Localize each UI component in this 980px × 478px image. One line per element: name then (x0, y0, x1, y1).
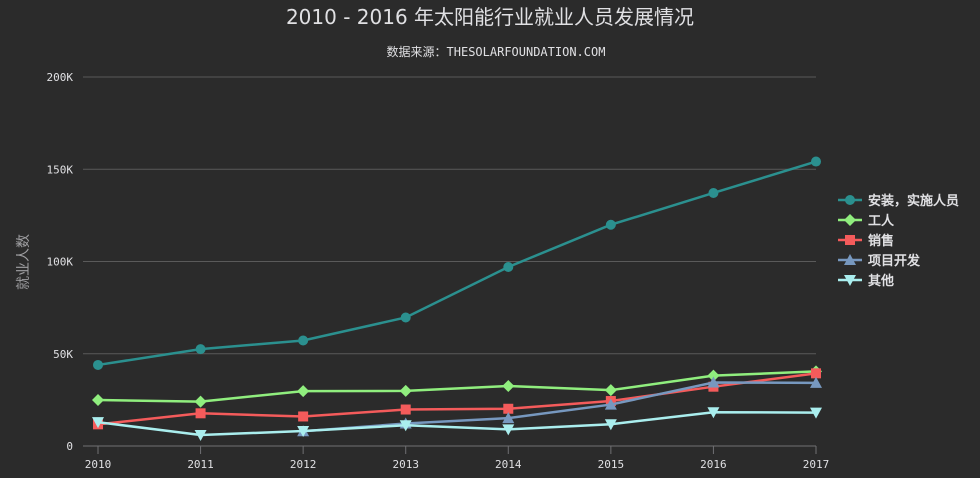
series-line (97, 160, 817, 367)
x-tick-label: 2017 (803, 458, 830, 471)
data-point (708, 187, 719, 198)
y-tick-label: 150K (47, 163, 74, 176)
data-point (707, 407, 720, 419)
data-point (93, 359, 103, 370)
x-tick-label: 2013 (392, 458, 419, 471)
legend-label: 项目开发 (868, 253, 921, 269)
data-point (604, 398, 617, 410)
y-tick-label: 0 (66, 440, 73, 453)
data-point (502, 380, 515, 393)
data-point (707, 369, 720, 382)
data-point (503, 403, 514, 414)
series-line (97, 372, 817, 426)
legend-marker (845, 195, 855, 205)
legend-item: 安装，实施人员 (838, 193, 959, 209)
axes: 0 50K 100K 150K 200K 2010 2011 2012 2013 2014 2015… (47, 71, 830, 471)
legend-marker (844, 275, 856, 286)
data-point (707, 376, 720, 388)
x-tick-label: 2010 (85, 458, 112, 471)
x-tick-label: 2012 (290, 458, 317, 471)
y-tick-label: 50K (53, 348, 73, 361)
series-line (97, 411, 817, 437)
data-point (195, 344, 206, 355)
y-axis-title: 就业人数 (16, 234, 32, 290)
legend-marker (844, 254, 856, 265)
x-tick-label: 2011 (187, 458, 214, 471)
data-point (297, 385, 310, 398)
legend-item: 项目开发 (838, 253, 921, 269)
data-point (399, 420, 412, 432)
data-point (604, 384, 617, 397)
data-point (811, 368, 821, 379)
data-point (298, 335, 309, 346)
legend-marker (845, 235, 855, 245)
series-4 (92, 407, 822, 442)
data-point (194, 430, 207, 442)
legend-item: 工人 (838, 213, 895, 229)
data-point (810, 407, 822, 419)
legend-label: 工人 (868, 213, 895, 229)
data-point (194, 395, 207, 408)
series-0 (93, 156, 821, 370)
data-point (503, 261, 514, 272)
series-line (97, 370, 817, 403)
legend-label: 安装，实施人员 (868, 193, 959, 209)
data-point (400, 312, 411, 323)
data-point (195, 408, 206, 419)
data-point (810, 376, 822, 388)
data-point (400, 404, 411, 415)
data-point (297, 426, 310, 438)
y-tick-label: 200K (47, 71, 74, 84)
series-group (92, 156, 822, 442)
data-point (92, 394, 104, 407)
data-point (298, 411, 309, 422)
grid-lines (83, 76, 816, 355)
data-point (605, 219, 616, 230)
data-point (502, 424, 515, 436)
x-tick-label: 2016 (700, 458, 727, 471)
legend-label: 其他 (868, 273, 894, 289)
data-point (502, 412, 515, 424)
legend-item: 销售 (838, 233, 894, 249)
y-tick-label: 100K (47, 256, 74, 269)
series-line (303, 381, 817, 433)
data-point (811, 156, 821, 167)
legend-label: 销售 (868, 233, 894, 249)
legend-item: 其他 (838, 273, 894, 289)
data-point (399, 384, 412, 397)
data-point (92, 417, 104, 429)
x-tick-label: 2015 (598, 458, 625, 471)
data-point (604, 419, 617, 431)
chart-title: 2010 - 2016 年太阳能行业就业人员发展情况 (286, 5, 694, 29)
legend-marker (844, 214, 856, 226)
x-tick-label: 2014 (495, 458, 522, 471)
chart-subtitle: 数据来源：THESOLARFOUNDATION.COM (387, 44, 606, 59)
